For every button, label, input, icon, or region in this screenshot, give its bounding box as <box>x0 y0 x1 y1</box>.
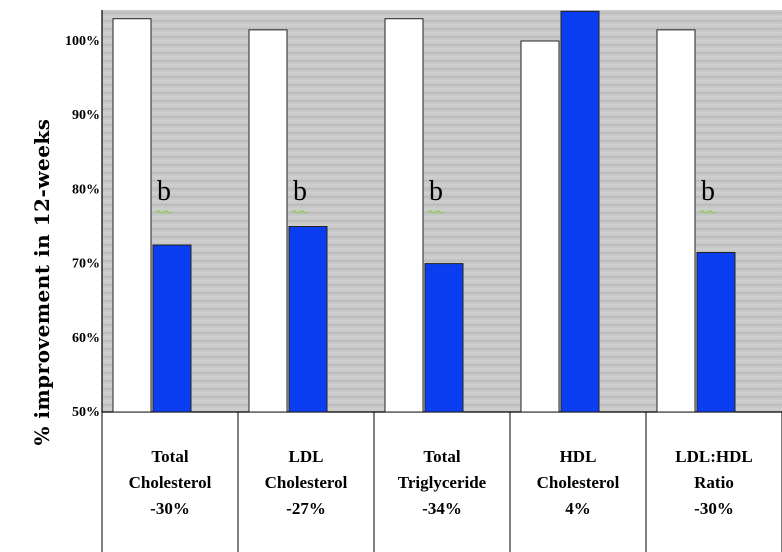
significance-underline <box>427 210 445 214</box>
category-label: Total Triglyceride -34% <box>398 447 487 518</box>
category-label-line: Cholesterol <box>265 473 348 492</box>
bar-treatment <box>288 226 328 413</box>
category-label-line: -34% <box>422 499 462 518</box>
category-label-line: Cholesterol <box>537 473 620 492</box>
category-label-line: LDL:HDL <box>675 447 752 466</box>
significance-label: b <box>293 176 307 207</box>
y-tick-label: 60% <box>72 331 100 346</box>
category-label-line: -27% <box>286 499 326 518</box>
bar-treatment <box>560 10 600 413</box>
category-label-line: HDL <box>560 447 597 466</box>
category-label-line: Ratio <box>694 473 734 492</box>
bar-baseline <box>384 18 424 413</box>
y-tick-label: 100% <box>65 34 100 49</box>
significance-underline <box>291 210 309 214</box>
significance-underline <box>155 210 173 214</box>
category-label-line: Total <box>423 447 460 466</box>
bar-baseline <box>656 29 696 413</box>
category-label-line: Cholesterol <box>129 473 212 492</box>
significance-label: b <box>157 176 171 207</box>
category-label-line: 4% <box>565 499 591 518</box>
category-label-line: -30% <box>694 499 734 518</box>
y-tick-label: 80% <box>72 182 100 197</box>
bar-baseline <box>248 29 288 413</box>
category-label: Total Cholesterol -30% <box>129 447 212 518</box>
category-label-line: LDL <box>289 447 324 466</box>
bar-baseline <box>520 40 560 413</box>
category-label-line: -30% <box>150 499 190 518</box>
significance-underline <box>699 210 717 214</box>
category-label-line: Total <box>151 447 188 466</box>
significance-label: b <box>701 176 715 207</box>
category-label-line: Triglyceride <box>398 473 487 492</box>
bar-treatment <box>152 244 192 413</box>
category-label: HDL Cholesterol 4% <box>537 447 620 518</box>
category-label: LDL:HDL Ratio -30% <box>675 447 752 518</box>
y-tick-label: 70% <box>72 257 100 272</box>
bar-baseline <box>112 18 152 413</box>
category-label: LDL Cholesterol -27% <box>265 447 348 518</box>
y-tick-label: 90% <box>72 108 100 123</box>
y-tick-label: 50% <box>72 405 100 420</box>
bar-treatment <box>696 251 736 413</box>
bar-treatment <box>424 263 464 413</box>
significance-label: b <box>429 176 443 207</box>
